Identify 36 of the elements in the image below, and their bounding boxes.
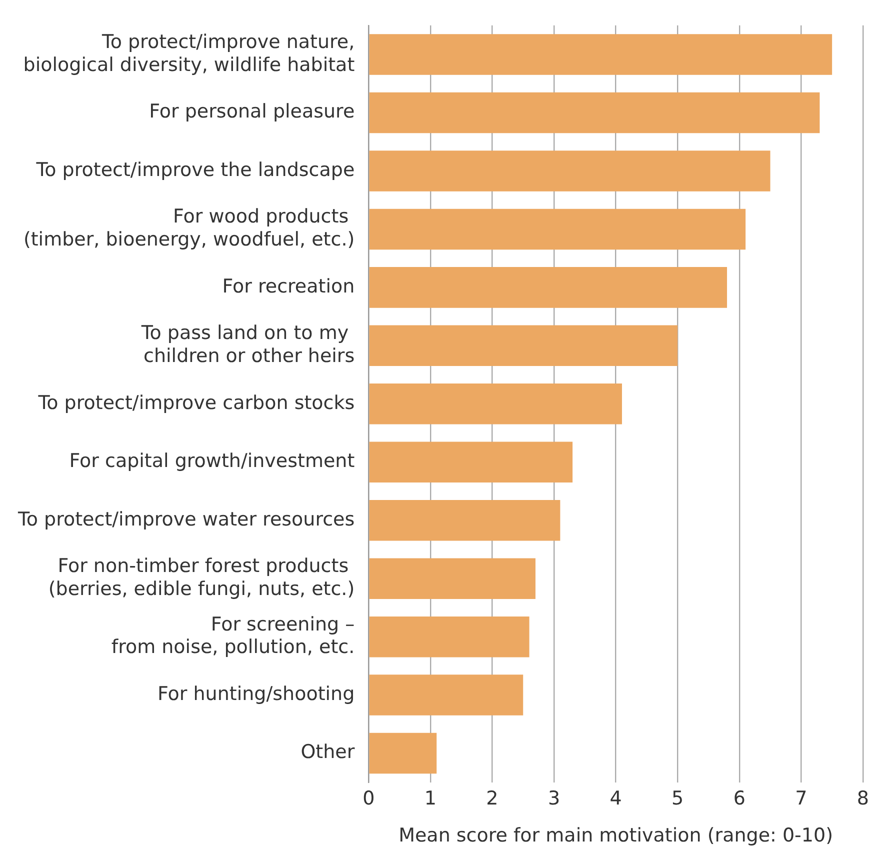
- y-tick-label: To protect/improve carbon stocks: [37, 392, 355, 414]
- x-tick-label: 8: [856, 788, 870, 810]
- x-tick-label: 4: [610, 788, 622, 810]
- x-tick-label: 3: [548, 788, 560, 810]
- bar: [369, 384, 622, 424]
- y-tick-label: For capital growth/investment: [69, 450, 355, 472]
- bar: [369, 616, 530, 658]
- y-tick-label: To pass land on to my children or other heirs: [140, 322, 355, 368]
- y-tick-label: For screening – from noise, pollution, etc.: [111, 613, 355, 658]
- y-tick-label: To protect/improve the landscape: [35, 158, 355, 181]
- bar: [369, 558, 536, 599]
- y-tick-label: To protect/improve water resources: [16, 508, 355, 530]
- bar: [369, 325, 678, 366]
- y-tick-label: For hunting/shooting: [158, 682, 355, 705]
- x-tick-label: 5: [672, 788, 684, 810]
- x-axis-title: Mean score for main motivation (range: 0-10): [398, 824, 834, 847]
- y-tick-label: For wood products (timber, bioenergy, woodfuel, etc.): [23, 206, 355, 251]
- bar: [369, 267, 728, 308]
- bar: [369, 732, 437, 774]
- y-tick-label: Other: [300, 741, 355, 764]
- x-tick-label: 0: [362, 788, 375, 810]
- bar: [369, 674, 524, 716]
- y-tick-label: For personal pleasure: [149, 100, 355, 123]
- y-tick-label: For non-timber forest products (berries, edible fungi, nuts, etc.): [48, 555, 355, 600]
- bar: [369, 442, 573, 483]
- y-tick-label: For recreation: [222, 275, 355, 298]
- x-tick-label: 7: [795, 788, 808, 810]
- bar: [369, 34, 832, 75]
- bar: [369, 208, 746, 250]
- x-tick-label: 6: [733, 788, 746, 810]
- x-tick-label: 2: [486, 788, 498, 810]
- bar: [369, 92, 820, 134]
- bar: [369, 150, 770, 192]
- x-tick-label: 1: [424, 788, 436, 810]
- y-tick-label: To protect/improve nature, biological diversity, wildlife habitat: [23, 31, 355, 76]
- bar: [369, 500, 560, 541]
